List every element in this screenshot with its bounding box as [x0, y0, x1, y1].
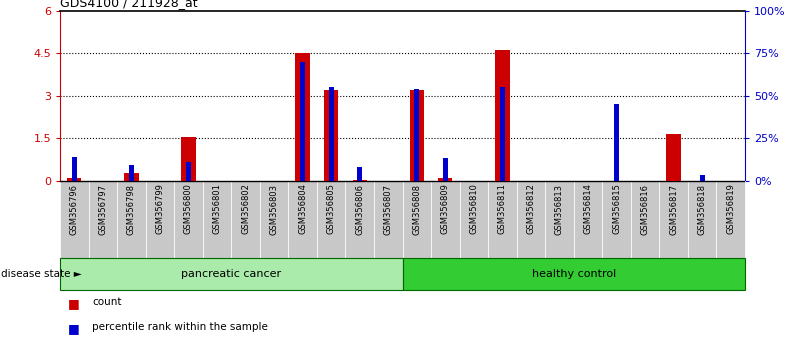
Text: GSM356803: GSM356803 — [270, 184, 279, 235]
Bar — [374, 181, 402, 283]
Text: GSM356801: GSM356801 — [212, 184, 222, 234]
Bar — [545, 181, 574, 283]
Bar — [443, 159, 448, 181]
Text: ■: ■ — [68, 297, 80, 310]
Bar — [146, 181, 175, 283]
Bar — [288, 181, 317, 283]
Bar — [699, 176, 705, 181]
Text: GSM356807: GSM356807 — [384, 184, 392, 235]
Text: disease state ►: disease state ► — [1, 269, 82, 279]
Bar — [403, 258, 745, 290]
Bar — [72, 157, 77, 181]
Bar — [60, 258, 403, 290]
Text: GSM356797: GSM356797 — [99, 184, 107, 235]
Text: GSM356805: GSM356805 — [327, 184, 336, 234]
Bar — [431, 181, 460, 283]
Text: GSM356799: GSM356799 — [155, 184, 164, 234]
Text: pancreatic cancer: pancreatic cancer — [181, 269, 281, 279]
Bar — [174, 181, 203, 283]
Text: GSM356810: GSM356810 — [469, 184, 478, 234]
Bar — [324, 90, 338, 181]
Bar — [716, 181, 745, 283]
Text: GSM356818: GSM356818 — [698, 184, 706, 235]
Bar — [129, 165, 134, 181]
Bar — [659, 181, 688, 283]
Text: GSM356813: GSM356813 — [555, 184, 564, 235]
Bar — [300, 62, 305, 181]
Bar — [666, 134, 681, 181]
Bar — [117, 181, 146, 283]
Text: GSM356816: GSM356816 — [641, 184, 650, 235]
Bar — [414, 89, 420, 181]
Text: GSM356802: GSM356802 — [241, 184, 250, 234]
Bar — [328, 87, 334, 181]
Bar — [345, 181, 374, 283]
Text: GSM356800: GSM356800 — [184, 184, 193, 234]
Text: GSM356809: GSM356809 — [441, 184, 450, 234]
Text: GSM356806: GSM356806 — [355, 184, 364, 235]
Bar — [357, 167, 362, 181]
Text: GDS4100 / 211928_at: GDS4100 / 211928_at — [60, 0, 198, 10]
Text: percentile rank within the sample: percentile rank within the sample — [92, 322, 268, 332]
Bar — [60, 181, 89, 283]
Bar — [260, 181, 288, 283]
Text: healthy control: healthy control — [532, 269, 616, 279]
Text: ■: ■ — [68, 322, 80, 335]
Bar — [409, 90, 424, 181]
Bar — [231, 181, 260, 283]
Bar — [495, 50, 509, 181]
Bar — [203, 181, 231, 283]
Text: GSM356817: GSM356817 — [669, 184, 678, 235]
Bar — [517, 181, 545, 283]
Bar — [89, 181, 117, 283]
Bar — [500, 87, 505, 181]
Text: GSM356812: GSM356812 — [526, 184, 535, 234]
Bar — [574, 181, 602, 283]
Text: GSM356814: GSM356814 — [583, 184, 593, 234]
Text: GSM356808: GSM356808 — [413, 184, 421, 235]
Bar — [602, 181, 631, 283]
Bar — [488, 181, 517, 283]
Bar — [317, 181, 345, 283]
Bar — [352, 180, 367, 181]
Text: GSM356815: GSM356815 — [612, 184, 621, 234]
Bar — [614, 104, 619, 181]
Bar — [124, 173, 139, 181]
Text: GSM356798: GSM356798 — [127, 184, 136, 235]
Bar — [67, 178, 82, 181]
Bar — [460, 181, 488, 283]
Bar — [438, 178, 453, 181]
Bar — [186, 162, 191, 181]
Text: GSM356819: GSM356819 — [727, 184, 735, 234]
Text: GSM356804: GSM356804 — [298, 184, 307, 234]
Bar — [181, 137, 195, 181]
Bar — [688, 181, 716, 283]
Bar — [631, 181, 659, 283]
Bar — [403, 181, 431, 283]
Text: GSM356796: GSM356796 — [70, 184, 78, 235]
Bar — [296, 53, 310, 181]
Text: count: count — [92, 297, 122, 307]
Text: GSM356811: GSM356811 — [498, 184, 507, 234]
